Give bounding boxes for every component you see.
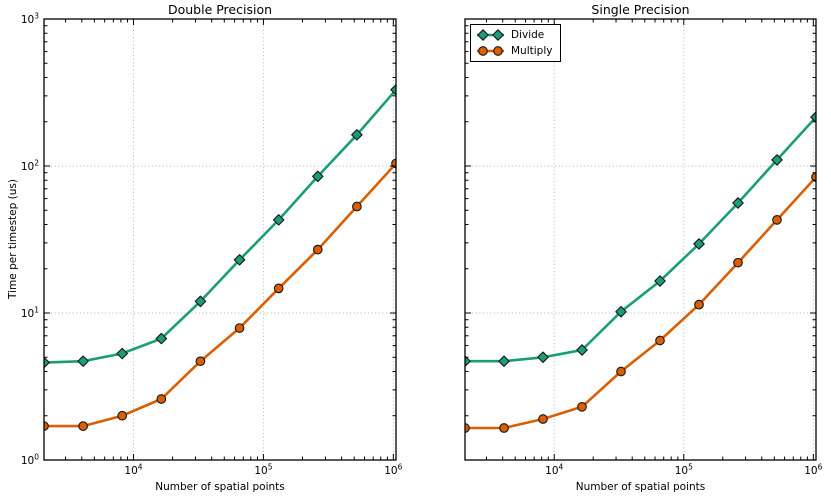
x-axis-label-single: Number of spatial points	[575, 481, 706, 493]
x-tick-label: 104	[124, 463, 142, 478]
marker-divide	[654, 275, 666, 287]
series-divide	[465, 111, 816, 367]
legend-item-divide: Divide	[475, 27, 552, 43]
marker-multiply	[772, 215, 782, 225]
y-tick-label: 101	[21, 306, 39, 321]
y-tick-label: 100	[21, 453, 39, 468]
y-tick-label: 102	[21, 159, 39, 174]
marker-multiply	[499, 423, 509, 433]
series-multiply	[44, 158, 396, 431]
marker-divide	[233, 254, 246, 266]
marker-divide	[771, 154, 783, 166]
marker-divide	[693, 238, 705, 250]
marker-multiply	[733, 257, 743, 268]
legend-swatch-multiply	[477, 46, 504, 56]
marker-divide	[537, 351, 549, 364]
marker-multiply	[538, 414, 548, 424]
marker-divide	[615, 305, 627, 318]
plot-border	[43, 18, 397, 461]
plot-title-double-precision: Double Precision	[167, 2, 273, 17]
marker-divide	[312, 170, 324, 183]
marker-multiply	[616, 366, 626, 377]
x-tick-label: 106	[804, 463, 822, 478]
axis-ticks	[465, 18, 816, 461]
series-line-multiply	[465, 176, 816, 430]
marker-divide	[77, 355, 89, 367]
tick-labels: 104 105 106 100 101 102 103	[21, 12, 403, 478]
legend-marker-divide	[477, 29, 489, 41]
legend-label-divide: Divide	[511, 29, 545, 41]
x-tick-label: 104	[545, 463, 563, 478]
marker-divide	[194, 295, 207, 308]
marker-divide	[810, 111, 816, 123]
series-multiply	[465, 172, 816, 433]
y-tick-label: 103	[21, 12, 39, 27]
marker-multiply	[78, 421, 88, 431]
series-line-divide	[44, 88, 396, 364]
x-axis-label-double: Number of spatial points	[155, 481, 285, 493]
plot-border	[464, 18, 817, 461]
marker-divide	[272, 214, 285, 226]
legend-swatch-divide	[477, 29, 504, 41]
legend-marker-multiply	[478, 46, 488, 56]
marker-multiply	[577, 401, 587, 412]
series-line-divide	[465, 116, 816, 363]
legend: Divide Multiply	[470, 24, 562, 62]
y-axis-label: Time per timestep (us)	[7, 179, 19, 299]
marker-multiply	[352, 201, 362, 212]
marker-multiply	[156, 394, 167, 404]
gridlines	[465, 19, 816, 460]
x-tick-label: 106	[384, 463, 402, 478]
tick-labels: 104 105 106	[545, 463, 822, 478]
legend-label-multiply: Multiply	[511, 45, 553, 57]
legend-marker-multiply	[493, 46, 503, 56]
marker-divide	[390, 84, 396, 96]
series-line-multiply	[44, 162, 396, 428]
marker-multiply	[234, 323, 245, 333]
x-tick-label: 105	[254, 463, 272, 478]
marker-divide	[155, 332, 168, 345]
axis-ticks	[44, 18, 396, 461]
marker-divide	[116, 347, 128, 360]
gridlines	[44, 19, 396, 460]
marker-multiply	[117, 410, 128, 421]
marker-multiply	[811, 172, 816, 182]
series-divide	[44, 84, 396, 369]
marker-multiply	[655, 335, 665, 346]
marker-divide	[465, 355, 471, 367]
marker-divide	[732, 197, 744, 209]
marker-divide	[44, 356, 50, 369]
marker-multiply	[195, 356, 206, 367]
marker-multiply	[312, 244, 323, 255]
legend-marker-divide	[492, 29, 504, 41]
marker-divide	[351, 129, 363, 141]
marker-multiply	[694, 299, 704, 310]
marker-divide	[576, 344, 588, 356]
marker-divide	[498, 355, 510, 367]
plot-title-single-precision: Single Precision	[591, 2, 690, 17]
marker-multiply	[273, 283, 284, 294]
legend-item-multiply: Multiply	[475, 43, 552, 59]
x-tick-label: 105	[675, 463, 693, 478]
